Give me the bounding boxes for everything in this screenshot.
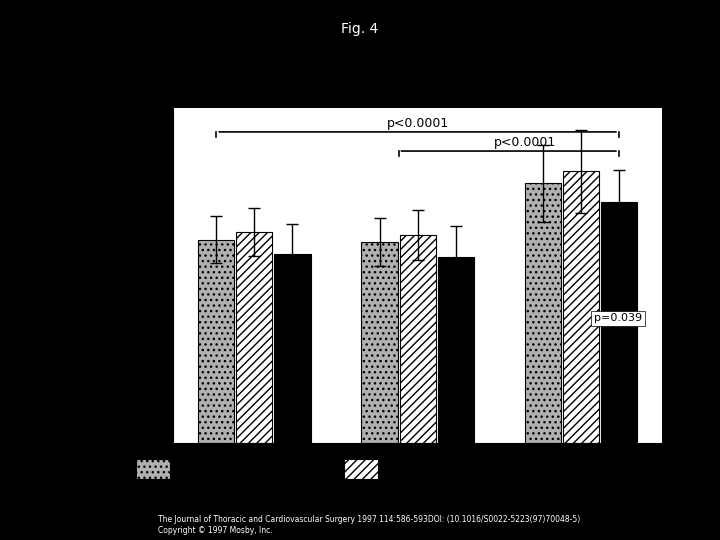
Bar xyxy=(361,242,397,443)
Text: Overall: Overall xyxy=(181,461,226,474)
FancyBboxPatch shape xyxy=(136,459,170,480)
Text: The Journal of Thoracic and Cardiovascular Surgery 1997 114:586-593DOI: (10.1016: The Journal of Thoracic and Cardiovascul… xyxy=(158,515,580,535)
FancyBboxPatch shape xyxy=(136,496,170,516)
Text: p<0.0001: p<0.0001 xyxy=(387,117,449,130)
Bar xyxy=(525,183,561,443)
Bar xyxy=(563,171,599,443)
Text: p=0.039: p=0.039 xyxy=(594,313,642,323)
Bar xyxy=(600,202,637,443)
Bar xyxy=(438,258,474,443)
Bar xyxy=(274,254,310,443)
Y-axis label: Ratio of LVOT: Ratio of LVOT xyxy=(125,224,140,327)
Bar xyxy=(236,232,272,443)
Bar xyxy=(400,235,436,443)
FancyBboxPatch shape xyxy=(344,459,377,480)
Text: Fig. 4: Fig. 4 xyxy=(341,22,379,36)
Text: Separate AV orifices: Separate AV orifices xyxy=(181,497,307,510)
Bar xyxy=(198,240,235,443)
Text: Common AV orifice: Common AV orifice xyxy=(389,461,508,474)
Text: p<0.0001: p<0.0001 xyxy=(494,136,556,148)
